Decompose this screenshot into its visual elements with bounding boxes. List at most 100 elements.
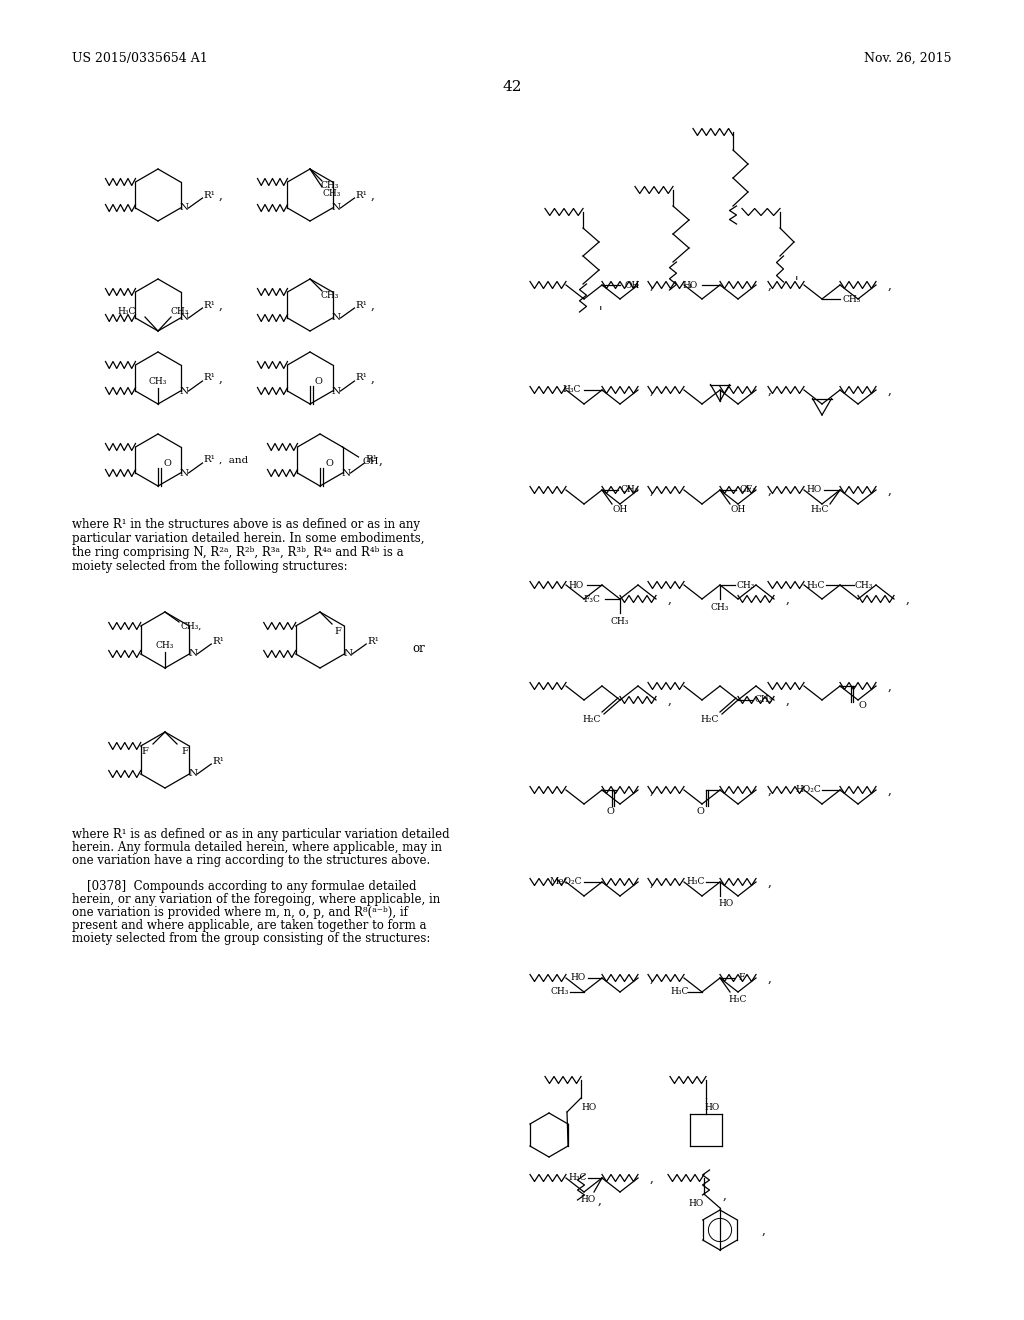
Text: CH₃: CH₃ bbox=[171, 306, 189, 315]
Text: CH₃: CH₃ bbox=[148, 378, 167, 387]
Text: ,: , bbox=[768, 279, 772, 292]
Text: H₃C: H₃C bbox=[811, 506, 829, 515]
Text: R¹: R¹ bbox=[368, 636, 379, 645]
Text: where R¹ in the structures above is as defined or as in any: where R¹ in the structures above is as d… bbox=[72, 517, 420, 531]
Text: ,: , bbox=[218, 298, 222, 312]
Text: ,: , bbox=[218, 189, 222, 202]
Text: R¹: R¹ bbox=[204, 190, 215, 199]
Text: O: O bbox=[696, 808, 703, 817]
Text: OH: OH bbox=[362, 457, 379, 466]
Text: OH: OH bbox=[612, 506, 628, 515]
Text: ,: , bbox=[650, 972, 654, 985]
Text: [0378]  Compounds according to any formulae detailed: [0378] Compounds according to any formul… bbox=[72, 880, 417, 894]
Text: ,: , bbox=[668, 593, 672, 606]
Text: H₃C: H₃C bbox=[563, 385, 582, 395]
Text: ,: , bbox=[650, 784, 654, 796]
Text: ,: , bbox=[768, 784, 772, 796]
Text: R¹: R¹ bbox=[212, 756, 224, 766]
Text: CH₃: CH₃ bbox=[711, 602, 729, 611]
Text: N: N bbox=[180, 314, 189, 322]
Text: ,: , bbox=[371, 189, 375, 202]
Text: ,: , bbox=[650, 384, 654, 396]
Text: F: F bbox=[335, 627, 341, 636]
Text: CH₃: CH₃ bbox=[321, 290, 339, 300]
Text: R¹: R¹ bbox=[204, 374, 215, 383]
Text: HO: HO bbox=[806, 486, 821, 495]
Text: N: N bbox=[344, 649, 353, 659]
Text: N: N bbox=[342, 469, 351, 478]
Text: ,: , bbox=[762, 1224, 766, 1237]
Text: H₃C: H₃C bbox=[568, 1173, 587, 1183]
Text: herein. Any formula detailed herein, where applicable, may in: herein. Any formula detailed herein, whe… bbox=[72, 841, 442, 854]
Text: HO: HO bbox=[682, 281, 697, 289]
Text: N: N bbox=[188, 770, 198, 779]
Text: R¹: R¹ bbox=[355, 190, 368, 199]
Text: H₃C: H₃C bbox=[807, 581, 825, 590]
Text: N: N bbox=[332, 387, 341, 396]
Text: F: F bbox=[181, 747, 188, 756]
Text: ,: , bbox=[786, 593, 790, 606]
Text: CH₃: CH₃ bbox=[321, 181, 339, 190]
Text: ,: , bbox=[888, 279, 892, 292]
Text: H₃C: H₃C bbox=[118, 306, 136, 315]
Text: O: O bbox=[163, 459, 171, 469]
Text: CH₃: CH₃ bbox=[610, 616, 629, 626]
Text: R¹: R¹ bbox=[212, 636, 224, 645]
Text: H₃C: H₃C bbox=[729, 995, 748, 1005]
Text: ,  and: , and bbox=[218, 455, 248, 465]
Text: ,: , bbox=[371, 298, 375, 312]
Text: moiety selected from the group consisting of the structures:: moiety selected from the group consistin… bbox=[72, 932, 430, 945]
Text: ,: , bbox=[650, 875, 654, 888]
Text: ,: , bbox=[888, 483, 892, 496]
Text: ,: , bbox=[379, 454, 382, 466]
Text: 42: 42 bbox=[502, 81, 522, 94]
Text: CH₃: CH₃ bbox=[551, 987, 569, 997]
Text: ': ' bbox=[795, 276, 798, 289]
Text: HO: HO bbox=[719, 899, 733, 908]
Text: ,: , bbox=[768, 972, 772, 985]
Text: ,: , bbox=[218, 371, 222, 384]
Text: ': ' bbox=[599, 305, 603, 318]
Text: ,: , bbox=[650, 1172, 654, 1184]
Text: F: F bbox=[141, 747, 148, 756]
Text: ,: , bbox=[768, 384, 772, 396]
Text: R¹: R¹ bbox=[355, 301, 368, 309]
Text: O: O bbox=[858, 701, 866, 710]
Text: CH₃: CH₃ bbox=[323, 189, 341, 198]
Text: ,: , bbox=[768, 875, 772, 888]
Text: ,: , bbox=[371, 371, 375, 384]
Text: particular variation detailed herein. In some embodiments,: particular variation detailed herein. In… bbox=[72, 532, 425, 545]
Text: or: or bbox=[413, 643, 426, 656]
Text: Nov. 26, 2015: Nov. 26, 2015 bbox=[864, 51, 952, 65]
Text: one variation is provided where m, n, o, p, and R⁸(ᵃ⁻ᵇ), if: one variation is provided where m, n, o,… bbox=[72, 906, 408, 919]
Text: CH₃: CH₃ bbox=[737, 581, 755, 590]
Text: O: O bbox=[606, 808, 614, 817]
Text: HO: HO bbox=[581, 1104, 596, 1113]
Text: where R¹ is as defined or as in any particular variation detailed: where R¹ is as defined or as in any part… bbox=[72, 828, 450, 841]
Text: R¹: R¹ bbox=[366, 455, 378, 465]
Text: H₃C: H₃C bbox=[671, 987, 689, 997]
Text: HO: HO bbox=[570, 974, 586, 982]
Text: ,: , bbox=[906, 593, 910, 606]
Text: ': ' bbox=[689, 284, 693, 297]
Text: CH₃: CH₃ bbox=[855, 581, 873, 590]
Text: HO: HO bbox=[705, 1104, 720, 1113]
Text: ,: , bbox=[668, 693, 672, 706]
Text: ,: , bbox=[650, 483, 654, 496]
Text: HO: HO bbox=[689, 1200, 705, 1209]
Text: CH₃,: CH₃, bbox=[180, 622, 202, 631]
Text: O: O bbox=[314, 378, 322, 387]
Text: R¹: R¹ bbox=[355, 374, 368, 383]
Text: N: N bbox=[180, 469, 189, 478]
Text: OH: OH bbox=[730, 506, 745, 515]
Text: ,: , bbox=[650, 279, 654, 292]
Text: CH₃: CH₃ bbox=[843, 294, 861, 304]
Text: ,: , bbox=[723, 1188, 727, 1201]
Text: CF₃: CF₃ bbox=[739, 486, 757, 495]
Text: HO₂C: HO₂C bbox=[795, 785, 821, 795]
Text: N: N bbox=[332, 203, 341, 213]
Text: HO: HO bbox=[581, 1196, 596, 1204]
Text: HO: HO bbox=[568, 581, 584, 590]
Text: F₃C: F₃C bbox=[584, 594, 600, 603]
Text: O: O bbox=[325, 459, 333, 469]
